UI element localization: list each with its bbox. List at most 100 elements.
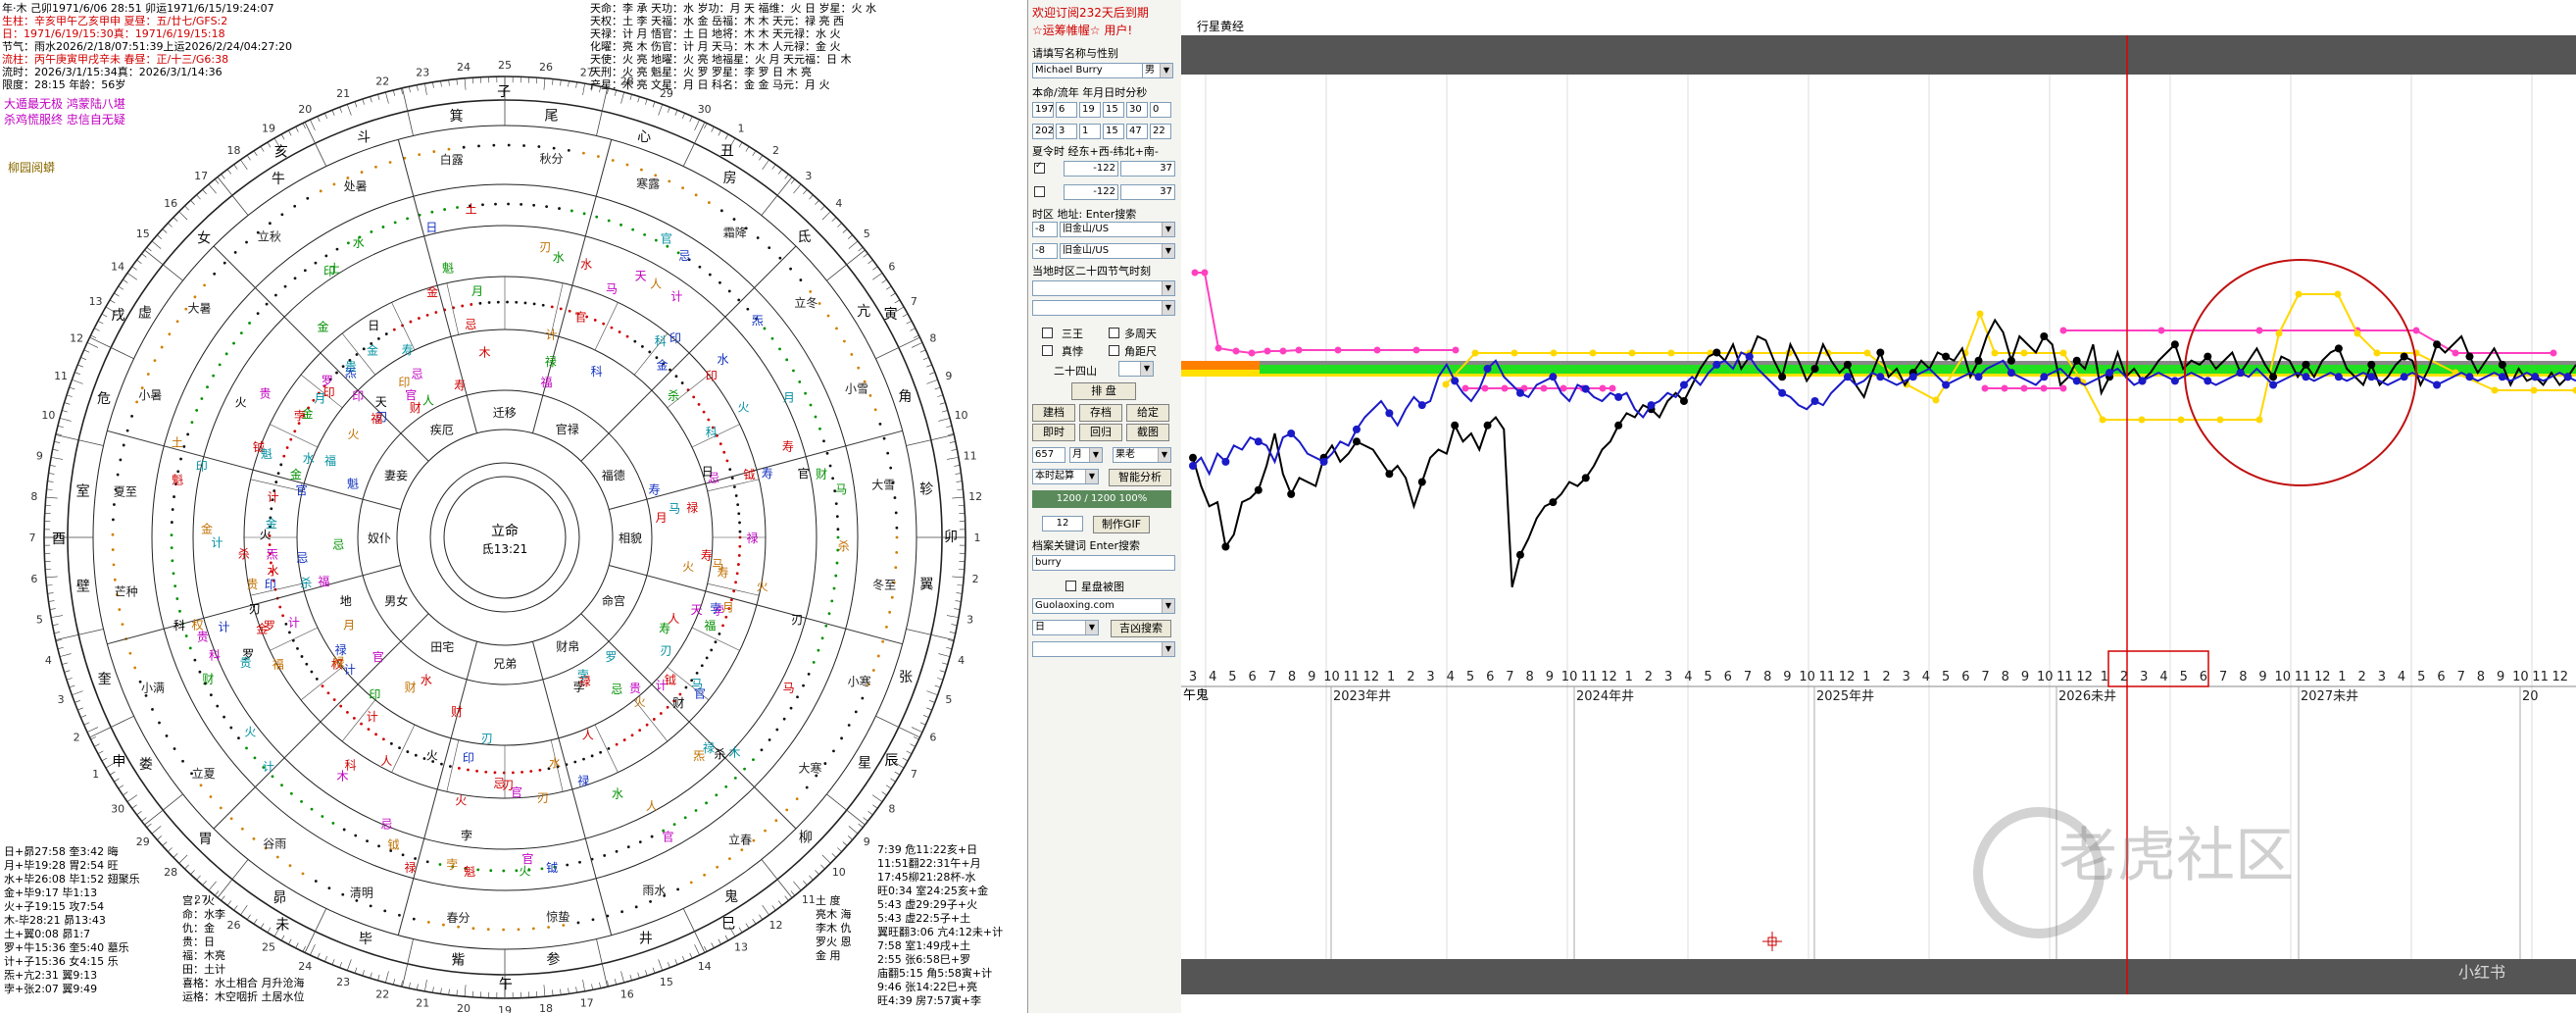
- timeline-chart: 3 4 5 6 7 8 9 10 11 12 1 2 3 4 5 6 7 8 9 10 11 12 1 2 3 4 5 6 7 8 9 10 1…: [1181, 35, 2576, 994]
- birth-field[interactable]: 6: [1056, 102, 1077, 118]
- solar-select-1[interactable]: ▼: [1032, 280, 1175, 296]
- data-point: [1549, 373, 1558, 381]
- data-point: [1942, 380, 1951, 389]
- header-line: 生柱：辛亥甲午乙亥甲申 夏昼：五/廿七/GFS:2: [2, 15, 228, 27]
- jiaoju-checkbox[interactable]: [1109, 345, 1119, 356]
- birth-field[interactable]: 1971: [1032, 102, 1054, 118]
- solar-select-2[interactable]: ▼: [1032, 300, 1175, 316]
- 24-select[interactable]: ▼: [1118, 361, 1154, 377]
- branch-label: 辰: [884, 753, 898, 769]
- lat1-input[interactable]: 37: [1120, 161, 1175, 177]
- step-num-select[interactable]: 657: [1032, 447, 1065, 463]
- birth-field[interactable]: 30: [1126, 102, 1148, 118]
- year-label: 2023年井: [1333, 689, 1391, 704]
- solar-term-label: 雨水: [642, 884, 666, 897]
- action-button[interactable]: 给定: [1126, 404, 1169, 422]
- gif-frames-input[interactable]: 12: [1042, 516, 1083, 532]
- star-glyph: 科: [591, 365, 603, 379]
- city1-select[interactable]: 旧金山/US ▼: [1060, 222, 1175, 237]
- solar-term-label: 处暑: [344, 179, 368, 193]
- birth-field[interactable]: 15: [1103, 102, 1124, 118]
- lon2-input[interactable]: -122: [1064, 184, 1118, 200]
- birth-field[interactable]: 19: [1079, 102, 1101, 118]
- jiaoju-label: 角距尺: [1124, 345, 1157, 358]
- degree-label: 9: [945, 370, 952, 382]
- archive-input[interactable]: burry: [1032, 555, 1175, 571]
- star-glyph: 计: [211, 535, 223, 549]
- lon1-input[interactable]: -122: [1064, 161, 1118, 177]
- star-checkbox[interactable]: [1065, 581, 1076, 591]
- flow-field[interactable]: 2026: [1032, 124, 1054, 139]
- flow-checkbox[interactable]: [1034, 186, 1045, 197]
- action-button[interactable]: 截图: [1126, 424, 1169, 441]
- data-point: [1778, 388, 1787, 397]
- star-glyph: 官: [663, 830, 674, 844]
- year-label: 20: [2522, 689, 2539, 704]
- flow-field[interactable]: 15: [1103, 124, 1124, 139]
- analysis-button[interactable]: 智能分析: [1109, 469, 1171, 486]
- lat2-input[interactable]: 37: [1120, 184, 1175, 200]
- flow-line: 7:58 室1:49戌+土: [877, 939, 971, 952]
- action-button[interactable]: 建档: [1032, 404, 1075, 422]
- duozhou-checkbox[interactable]: [1109, 328, 1119, 338]
- star-glyph: 钺: [253, 440, 265, 454]
- star-glyph: 财: [816, 467, 827, 481]
- mansion-label: 斗: [357, 130, 371, 146]
- star-glyph: 官: [574, 310, 586, 325]
- year-label: 2027未井: [2301, 689, 2358, 704]
- star-glyph: 炁: [752, 314, 764, 328]
- data-point: [1981, 384, 1989, 392]
- degree-label: 16: [620, 988, 634, 1001]
- star-glyph: 火: [348, 428, 360, 441]
- day-select[interactable]: 日 ▼: [1032, 620, 1099, 635]
- month-tick: 11: [1343, 670, 1360, 684]
- result-select[interactable]: ▼: [1032, 641, 1175, 657]
- palace-line: 仇：金: [182, 922, 215, 935]
- header-line: 日：1971/6/19/15:30真：1971/6/19/15:18: [2, 27, 225, 40]
- start-value: 本时起算: [1035, 471, 1074, 481]
- action-button[interactable]: 回归: [1079, 424, 1122, 441]
- degree-label: 12: [70, 331, 83, 344]
- month-tick: 4: [1922, 670, 1930, 684]
- start-select[interactable]: 本时起算 ▼: [1032, 469, 1099, 484]
- star-glyph: 财: [672, 696, 684, 710]
- gender-select[interactable]: 男 ▼: [1142, 63, 1173, 78]
- month-tick: 7: [2219, 670, 2227, 684]
- star-glyph: 土: [172, 436, 183, 450]
- degree-label: 5: [945, 693, 952, 706]
- style-select[interactable]: 果老 ▼: [1113, 447, 1171, 463]
- city2-select[interactable]: 旧金山/US ▼: [1060, 243, 1175, 259]
- sanwang-checkbox[interactable]: [1042, 328, 1053, 338]
- pan-button[interactable]: 排 盘: [1071, 382, 1136, 400]
- action-button[interactable]: 即时: [1032, 424, 1075, 441]
- star-glyph: 忌: [412, 367, 423, 380]
- star-glyph: 月: [722, 600, 734, 614]
- flow-field[interactable]: 3: [1056, 124, 1077, 139]
- degree-label: 21: [336, 87, 350, 100]
- tz1-select[interactable]: -8: [1032, 222, 1058, 237]
- gif-button[interactable]: 制作GIF: [1093, 516, 1150, 533]
- flow-field[interactable]: 22: [1150, 124, 1171, 139]
- search-button[interactable]: 吉凶搜索: [1111, 620, 1171, 637]
- data-point: [2465, 352, 2474, 361]
- action-button[interactable]: 存档: [1079, 404, 1122, 422]
- site-select[interactable]: Guolaoxing.com ▼: [1032, 598, 1175, 614]
- star-glyph: 印: [352, 389, 364, 403]
- step-unit-select[interactable]: 月 ▼: [1069, 447, 1103, 463]
- zhenmu-checkbox[interactable]: [1042, 345, 1053, 356]
- birth-field[interactable]: 0: [1150, 102, 1171, 118]
- name-input[interactable]: Michael Burry: [1032, 63, 1144, 78]
- degree-label: 16: [164, 197, 177, 210]
- star-glyph: 孛: [446, 857, 458, 871]
- flow-field[interactable]: 47: [1126, 124, 1148, 139]
- data-point: [1581, 474, 1590, 482]
- data-point: [2059, 327, 2067, 334]
- tz2-select[interactable]: -8: [1032, 243, 1058, 259]
- star-line: 天使：火 亮 地曜：火 亮 地福星：火 月 天元福：日 木: [590, 53, 852, 66]
- flow-field[interactable]: 1: [1079, 124, 1101, 139]
- data-point: [1679, 397, 1688, 405]
- dst-checkbox[interactable]: ✓: [1034, 161, 1045, 174]
- data-point: [1628, 349, 1636, 357]
- archive-label: 档案关键词 Enter搜索: [1032, 539, 1141, 552]
- data-point: [2367, 373, 2376, 381]
